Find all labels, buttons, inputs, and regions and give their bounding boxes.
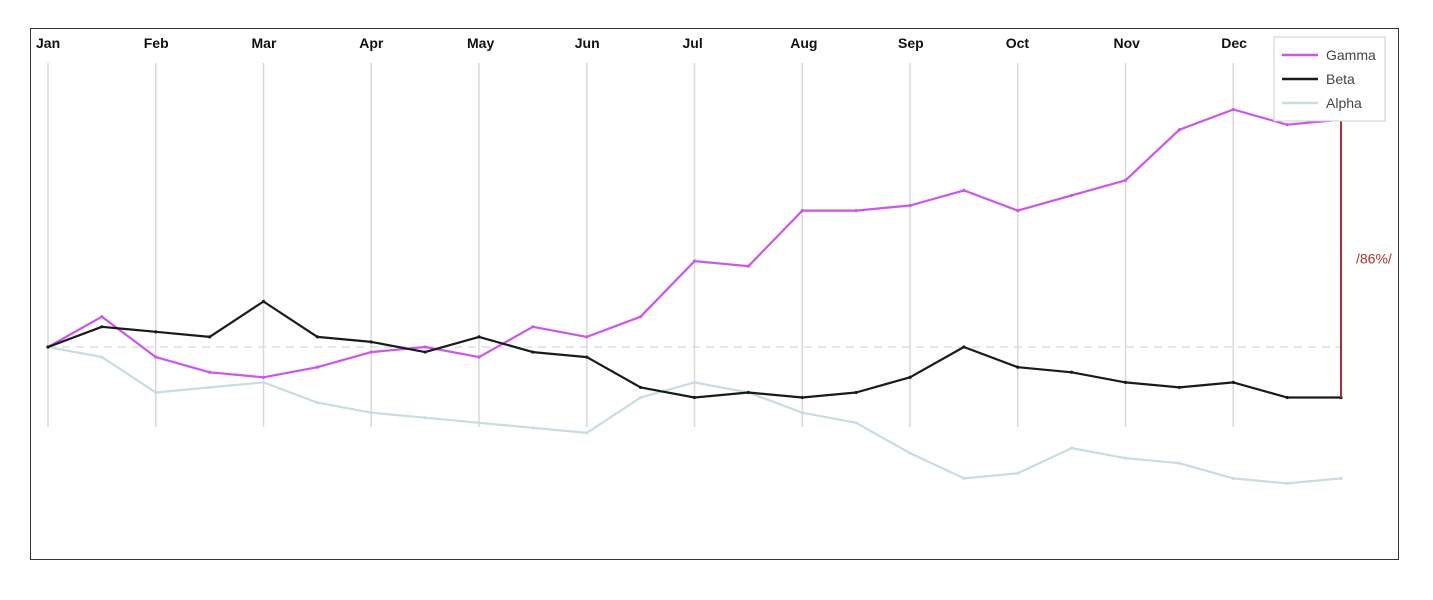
- point-alpha: [1285, 481, 1289, 486]
- point-beta: [1070, 370, 1074, 374]
- x-tick-jul: Jul: [683, 35, 703, 51]
- point-gamma: [800, 208, 804, 213]
- point-gamma: [746, 264, 750, 268]
- point-beta: [639, 385, 643, 390]
- point-beta: [261, 299, 266, 304]
- point-beta: [1016, 365, 1020, 369]
- point-alpha: [1177, 461, 1181, 465]
- x-tick-apr: Apr: [359, 35, 384, 51]
- x-tick-dec: Dec: [1221, 35, 1247, 51]
- point-beta: [208, 335, 212, 339]
- point-beta: [46, 345, 50, 349]
- point-beta: [908, 375, 912, 379]
- change-annotation: /86%/: [1356, 251, 1392, 267]
- point-alpha: [208, 385, 212, 390]
- line-chart: Jan Feb Mar Apr May Jun Jul Aug Sep Oct Nov Dec /86…: [36, 35, 1392, 486]
- point-beta: [1123, 380, 1128, 384]
- point-alpha: [1231, 476, 1235, 480]
- point-gamma: [315, 365, 319, 369]
- point-alpha: [692, 380, 697, 384]
- point-alpha: [423, 416, 427, 420]
- x-tick-mar: Mar: [252, 35, 277, 51]
- point-alpha: [369, 411, 373, 415]
- point-beta: [1231, 380, 1235, 384]
- point-gamma: [908, 203, 912, 208]
- legend-label-alpha: Alpha: [1326, 95, 1362, 111]
- point-alpha: [854, 421, 858, 425]
- point-alpha: [261, 380, 266, 384]
- point-alpha: [154, 390, 158, 395]
- point-gamma: [208, 370, 212, 374]
- x-tick-jun: Jun: [575, 35, 600, 51]
- point-gamma: [423, 345, 427, 349]
- point-gamma: [1231, 107, 1235, 112]
- point-alpha: [1070, 446, 1074, 450]
- point-beta: [477, 335, 481, 339]
- point-beta: [531, 350, 535, 354]
- point-gamma: [692, 259, 697, 263]
- x-tick-jan: Jan: [36, 35, 60, 51]
- point-beta: [154, 330, 158, 334]
- point-beta: [1177, 385, 1181, 390]
- point-beta: [1285, 395, 1289, 400]
- point-beta: [854, 390, 858, 395]
- point-gamma: [639, 315, 643, 319]
- point-alpha: [800, 411, 804, 415]
- legend-label-beta: Beta: [1326, 71, 1355, 87]
- x-tick-sep: Sep: [898, 35, 924, 51]
- point-alpha: [962, 476, 966, 480]
- point-alpha: [585, 431, 589, 435]
- point-gamma: [585, 335, 589, 339]
- point-beta: [423, 350, 427, 354]
- chart-frame: Jan Feb Mar Apr May Jun Jul Aug Sep Oct Nov Dec /86…: [30, 28, 1399, 560]
- point-alpha: [477, 421, 481, 425]
- x-tick-aug: Aug: [790, 35, 817, 51]
- x-tick-feb: Feb: [144, 35, 169, 51]
- point-alpha: [1016, 471, 1020, 475]
- point-beta: [315, 335, 319, 339]
- point-alpha: [1123, 456, 1128, 460]
- point-beta: [962, 345, 966, 349]
- point-beta: [369, 340, 373, 344]
- point-beta: [692, 395, 697, 400]
- point-gamma: [1177, 128, 1181, 132]
- legend-label-gamma: Gamma: [1326, 47, 1376, 63]
- point-gamma: [100, 315, 104, 319]
- x-tick-may: May: [467, 35, 494, 51]
- point-alpha: [315, 400, 319, 405]
- point-alpha: [531, 426, 535, 430]
- point-beta: [746, 390, 750, 395]
- x-tick-nov: Nov: [1114, 35, 1141, 51]
- point-alpha: [908, 451, 912, 455]
- point-alpha: [100, 355, 104, 359]
- point-alpha: [1339, 476, 1343, 480]
- legend: Gamma Beta Alpha: [1273, 36, 1386, 122]
- point-gamma: [1123, 178, 1128, 182]
- point-gamma: [154, 355, 158, 359]
- point-gamma: [369, 350, 373, 354]
- point-gamma: [962, 188, 966, 192]
- point-gamma: [477, 355, 481, 359]
- point-gamma: [1070, 193, 1074, 198]
- point-beta: [800, 395, 804, 400]
- point-beta: [585, 355, 589, 359]
- point-gamma: [261, 375, 266, 379]
- x-tick-oct: Oct: [1006, 35, 1030, 51]
- point-gamma: [854, 208, 858, 213]
- point-gamma: [1285, 123, 1289, 127]
- point-beta: [100, 325, 104, 329]
- point-alpha: [639, 395, 643, 400]
- point-gamma: [531, 325, 535, 329]
- point-gamma: [1016, 208, 1020, 213]
